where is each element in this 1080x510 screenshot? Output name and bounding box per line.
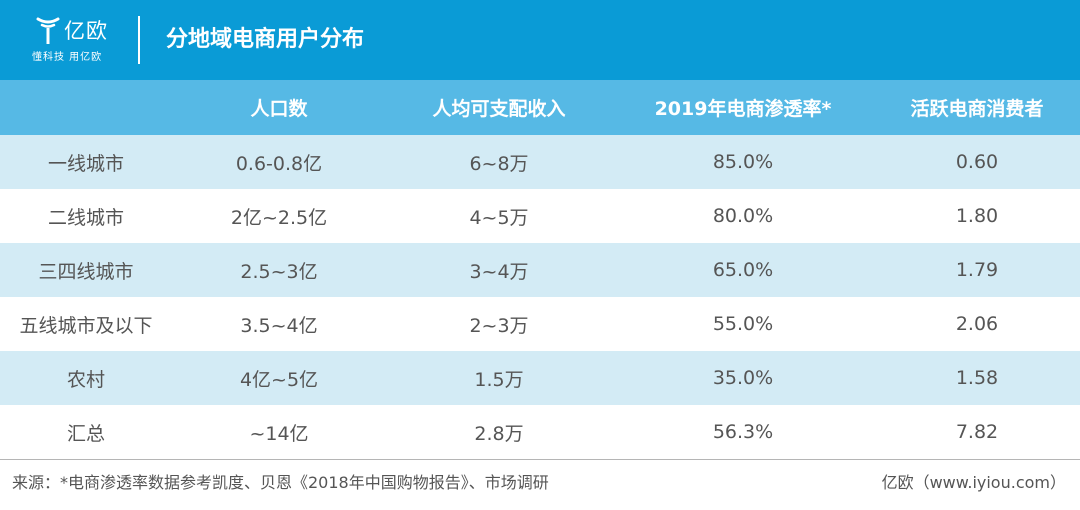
row-label: 五线城市及以下 (19, 314, 153, 337)
table-row: 农村 4亿~5亿 1.5万 35.0% 1.58 (0, 351, 1080, 405)
table-row: 三四线城市 2.5~3亿 3~4万 65.0% 1.79 (0, 243, 1080, 297)
table-cell: 7.82 (955, 421, 999, 443)
table-cell: 4~5万 (469, 206, 529, 229)
header-divider (138, 16, 140, 64)
table-header-row: 人口数 人均可支配收入 2019年电商渗透率* 活跃电商消费者 (0, 80, 1080, 135)
footer-divider (0, 459, 1080, 460)
table-cell: ~14亿 (249, 422, 309, 445)
table-cell: 1.5万 (474, 368, 524, 391)
column-header: 活跃电商消费者 (910, 98, 1044, 120)
column-header: 人口数 (250, 98, 308, 120)
row-label: 汇总 (66, 422, 105, 445)
table-cell: 6~8万 (469, 152, 529, 175)
table-row: 一线城市 0.6-0.8亿 6~8万 85.0% 0.60 (0, 135, 1080, 189)
column-header (0, 80, 172, 135)
logo-text: 亿欧 (64, 19, 108, 43)
table-cell: 65.0% (712, 259, 774, 281)
table-cell: 2亿~2.5亿 (230, 206, 328, 229)
table-cell: 35.0% (712, 367, 774, 389)
table-cell: 80.0% (712, 205, 774, 227)
logo[interactable]: 亿欧 懂科技 用亿欧 (30, 12, 120, 68)
table-cell: 1.80 (955, 205, 999, 227)
row-label: 二线城市 (47, 206, 124, 229)
header-bar: 亿欧 懂科技 用亿欧 分地域电商用户分布 (0, 0, 1080, 80)
table-cell: 56.3% (712, 421, 774, 443)
table-cell: 85.0% (712, 151, 774, 173)
table-row: 二线城市 2亿~2.5亿 4~5万 80.0% 1.80 (0, 189, 1080, 243)
table-cell: 3.5~4亿 (240, 314, 318, 337)
credit: 亿欧（www.iyiou.com） (881, 473, 1066, 492)
table-cell: 4亿~5亿 (239, 368, 319, 391)
row-label: 三四线城市 (38, 260, 134, 283)
row-label: 一线城市 (47, 152, 124, 175)
table-cell: 2.06 (955, 313, 999, 335)
table-cell: 1.79 (955, 259, 999, 281)
logo-slogan: 懂科技 用亿欧 (32, 52, 103, 63)
column-header: 2019年电商渗透率* (654, 98, 832, 120)
table-cell: 0.6-0.8亿 (235, 152, 323, 175)
table-cell: 2.8万 (474, 422, 524, 445)
data-table: 人口数 人均可支配收入 2019年电商渗透率* 活跃电商消费者一线城市 0.6-0.8亿… (0, 80, 1080, 459)
table-cell: 0.60 (955, 151, 999, 173)
source-note: 来源：*电商渗透率数据参考凯度、贝恩《2018年中国购物报告》、市场调研 (12, 473, 549, 492)
table-cell: 3~4万 (469, 260, 529, 283)
table-row: 汇总 ~14亿 2.8万 56.3% 7.82 (0, 405, 1080, 459)
table-cell: 1.58 (955, 367, 999, 389)
yiou-logo-icon (36, 17, 60, 44)
row-label: 农村 (66, 368, 105, 391)
page-title: 分地域电商用户分布 (166, 27, 365, 52)
table-cell: 55.0% (712, 313, 774, 335)
table-cell: 2.5~3亿 (240, 260, 318, 283)
table-cell: 2~3万 (469, 314, 529, 337)
table-row: 五线城市及以下 3.5~4亿 2~3万 55.0% 2.06 (0, 297, 1080, 351)
column-header: 人均可支配收入 (432, 98, 566, 120)
